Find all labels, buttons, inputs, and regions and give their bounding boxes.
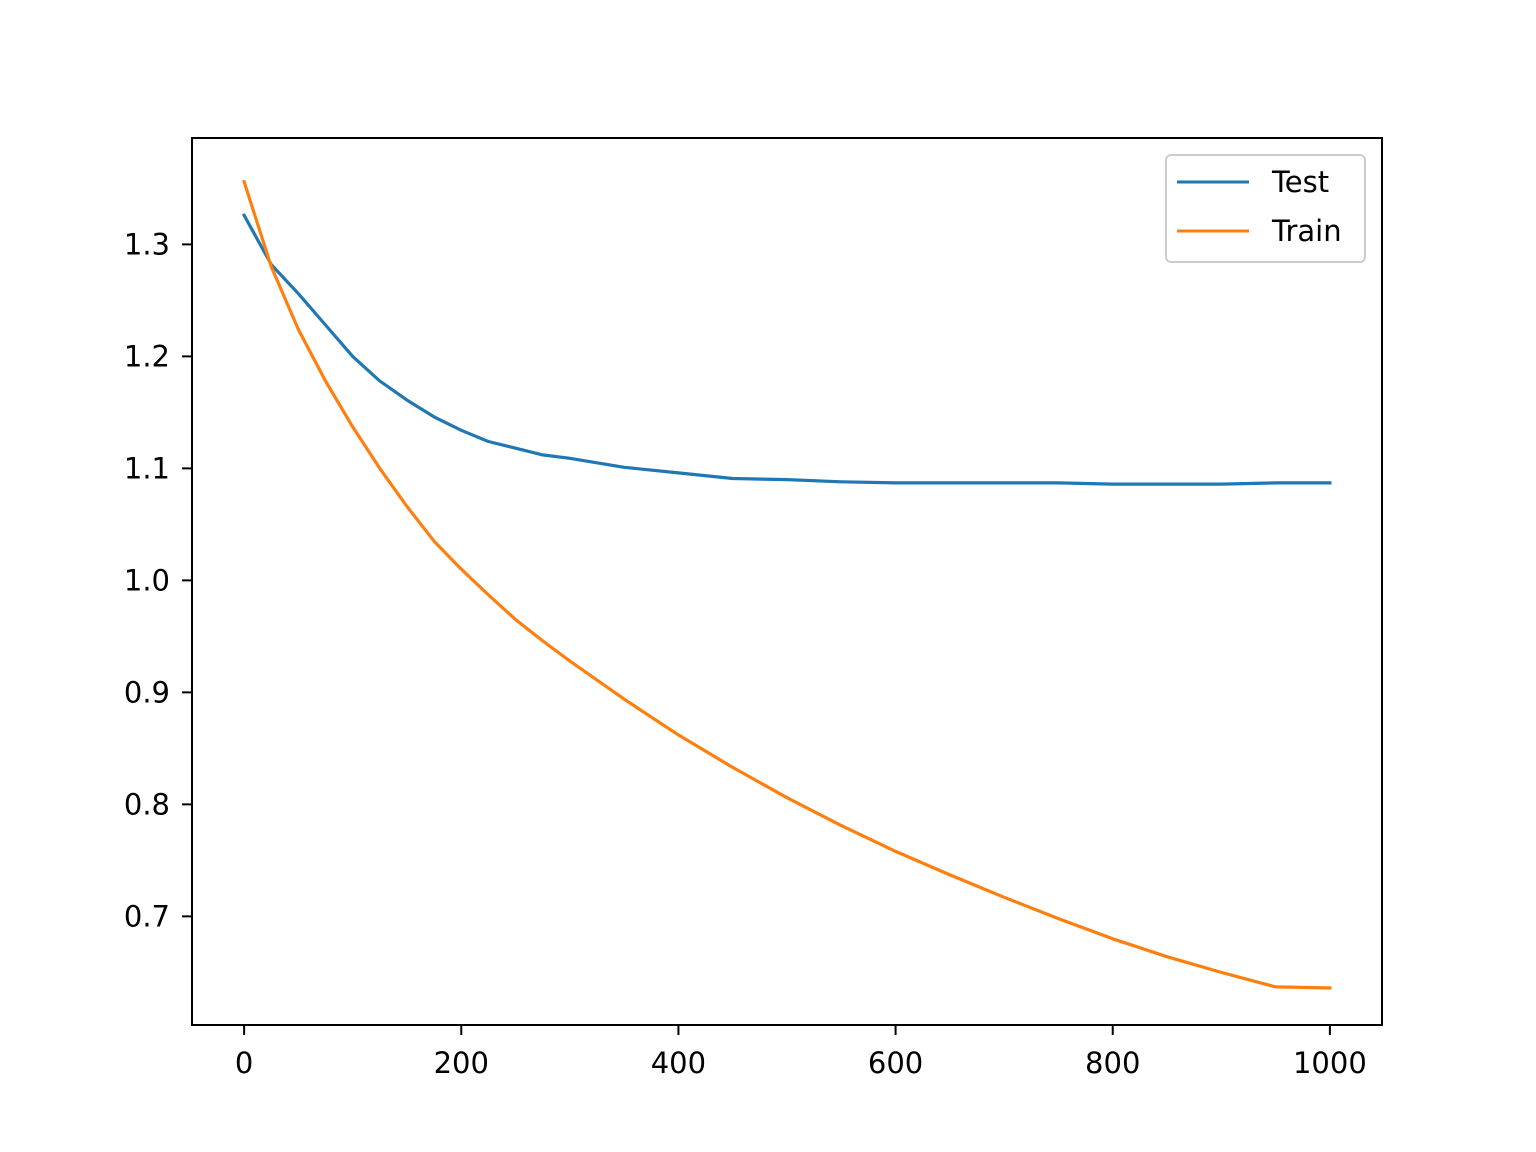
y-tick-label: 1.2: [124, 339, 170, 373]
y-tick-label: 0.8: [124, 787, 170, 821]
x-tick-label: 200: [434, 1046, 489, 1080]
x-tick-label: 600: [868, 1046, 923, 1080]
y-tick-label: 0.7: [124, 899, 170, 933]
x-tick-label: 800: [1085, 1046, 1140, 1080]
legend: Test Train: [1165, 154, 1366, 263]
legend-label-train: Train: [1271, 214, 1342, 248]
x-axis: 0 200 400 600 800 1000: [235, 1025, 1367, 1080]
series-line-test: [241, 213, 1332, 486]
legend-label-test: Test: [1271, 165, 1329, 199]
y-tick-label: 1.3: [124, 227, 170, 261]
y-tick-label: 1.0: [124, 563, 170, 597]
series-line-train: [242, 179, 1332, 990]
x-tick-label: 1000: [1293, 1046, 1367, 1080]
plot-frame: [191, 137, 1383, 1026]
x-tick-label: 400: [651, 1046, 706, 1080]
series-layer: [241, 179, 1332, 990]
y-tick-label: 0.9: [124, 675, 170, 709]
y-tick-label: 1.1: [124, 451, 170, 485]
y-axis: 0.7 0.8 0.9 1.0 1.1 1.2 1.3: [124, 227, 192, 933]
x-tick-label: 0: [235, 1046, 253, 1080]
